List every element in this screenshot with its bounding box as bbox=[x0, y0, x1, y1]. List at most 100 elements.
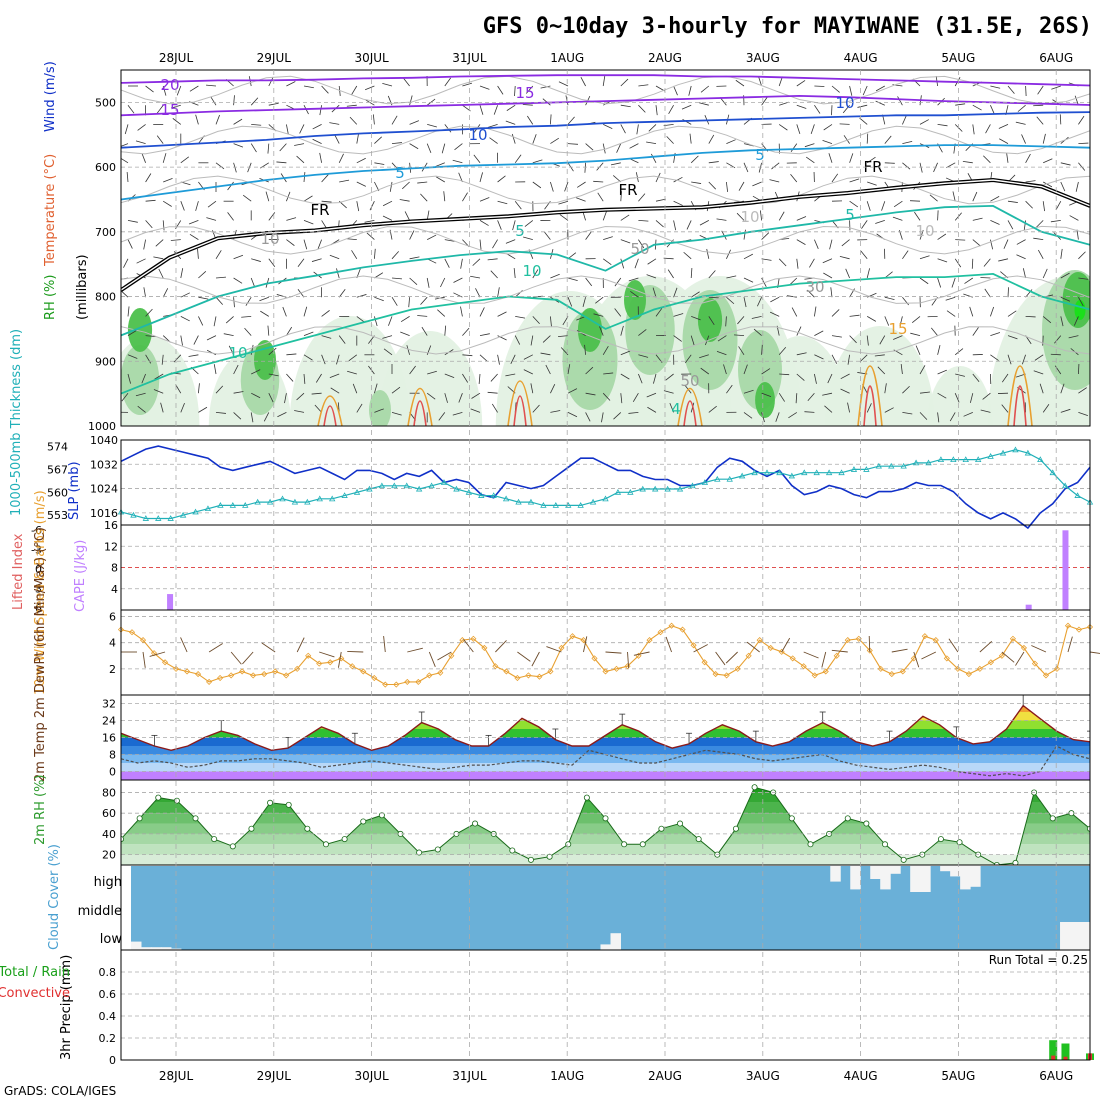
rh-marker bbox=[248, 825, 255, 832]
wind-barb bbox=[980, 277, 991, 279]
wind-barb bbox=[796, 258, 799, 269]
date-label-bottom: 5AUG bbox=[941, 1069, 975, 1083]
li-tick: 6 bbox=[35, 602, 42, 615]
wind-barb bbox=[1001, 373, 1009, 383]
thickness-marker bbox=[627, 488, 634, 495]
thickness-marker bbox=[465, 488, 473, 495]
rh-tick: 60 bbox=[102, 807, 116, 820]
wind-barb bbox=[769, 179, 780, 183]
wind-barb bbox=[338, 288, 346, 298]
wind-barb bbox=[955, 103, 966, 106]
wind-barb bbox=[514, 85, 516, 97]
wind-barb-10m bbox=[665, 636, 672, 653]
wind-barb bbox=[550, 114, 552, 125]
wind-marker bbox=[1020, 644, 1027, 651]
wind-barb bbox=[372, 114, 375, 125]
wind-barb bbox=[156, 104, 164, 114]
wind-barb bbox=[914, 211, 921, 221]
wind-barb-10m bbox=[1001, 651, 1015, 663]
wind-barb bbox=[972, 124, 975, 135]
wind-barb bbox=[620, 104, 631, 108]
wind-barb bbox=[796, 80, 806, 87]
wind-barb bbox=[585, 277, 593, 287]
wind-barb bbox=[490, 270, 498, 279]
date-label-top: 28JUL bbox=[159, 51, 194, 65]
wind-barb bbox=[210, 96, 217, 106]
wind-barb bbox=[215, 250, 222, 260]
wind-barb bbox=[233, 143, 244, 148]
wind-barb bbox=[1078, 363, 1080, 375]
wind-barb-10m bbox=[296, 637, 305, 653]
thickness-marker bbox=[925, 459, 932, 466]
wind-barb bbox=[655, 198, 666, 202]
wind-barb bbox=[391, 386, 401, 394]
wind-barb bbox=[479, 172, 483, 183]
wind-barb bbox=[919, 119, 929, 125]
thickness-marker bbox=[639, 485, 646, 492]
wind-barb bbox=[297, 258, 305, 268]
thickness-line bbox=[120, 449, 1091, 520]
rh-contour bbox=[121, 75, 1090, 105]
thickness-tick: 560 bbox=[47, 486, 68, 499]
wind-barb bbox=[875, 220, 885, 224]
wind-barb bbox=[409, 95, 413, 106]
thickness-marker bbox=[999, 449, 1007, 456]
wind-marker bbox=[844, 637, 851, 644]
rh-tick: 80 bbox=[102, 786, 116, 799]
precip-conv-label: Convective bbox=[0, 986, 70, 1001]
wind-barb bbox=[137, 405, 146, 413]
contour-label: 10 bbox=[740, 208, 759, 226]
wind-barb bbox=[1007, 287, 1009, 298]
wind-barb bbox=[514, 335, 521, 345]
wind-barb bbox=[339, 179, 350, 183]
wind-barb bbox=[743, 389, 754, 394]
wind-barb bbox=[259, 296, 269, 302]
wind-barb bbox=[814, 104, 821, 114]
precip-total-label: Total / Rain bbox=[0, 965, 70, 980]
warm-contour bbox=[507, 380, 533, 426]
wind-barb bbox=[840, 388, 850, 394]
cloud-high-cell bbox=[850, 866, 861, 890]
wind-barb bbox=[497, 287, 500, 298]
thickness-marker bbox=[403, 482, 410, 489]
wind-barb bbox=[673, 220, 677, 231]
wind-marker bbox=[426, 672, 433, 679]
wind-barb bbox=[859, 354, 868, 363]
rh-contour bbox=[121, 225, 1090, 255]
thickness-marker bbox=[987, 453, 994, 459]
wind-marker bbox=[1031, 660, 1039, 667]
wind-barb-10m bbox=[463, 639, 474, 653]
wind-barb bbox=[735, 79, 745, 87]
wind-barb bbox=[599, 326, 604, 336]
wind-barb-10m bbox=[693, 644, 708, 653]
wind-barb bbox=[267, 143, 270, 154]
wind-barb bbox=[382, 215, 393, 221]
wind-barb bbox=[286, 353, 297, 356]
wind-barb bbox=[585, 366, 594, 375]
wind-barb bbox=[567, 277, 578, 281]
wind-barb bbox=[213, 316, 217, 327]
wind-barb bbox=[866, 335, 869, 346]
wind-barb bbox=[809, 258, 815, 268]
wind-barb bbox=[523, 369, 533, 375]
wind-barb-10m bbox=[605, 651, 622, 654]
wind-barb bbox=[866, 201, 871, 211]
wind-marker bbox=[283, 672, 290, 679]
li-tick: 0 bbox=[35, 563, 42, 576]
wind-barb bbox=[614, 277, 622, 287]
wind-barb bbox=[673, 335, 682, 342]
wind-barb bbox=[356, 294, 367, 298]
thickness-marker bbox=[975, 456, 982, 463]
wind-panel: 2 4 6 bbox=[109, 611, 1100, 688]
wind-barb bbox=[638, 220, 649, 222]
wind-barb bbox=[512, 220, 516, 231]
li-tick: 3 bbox=[35, 583, 42, 596]
wind-barb bbox=[493, 105, 498, 115]
wind-marker bbox=[272, 668, 279, 675]
wind-barb bbox=[1060, 296, 1071, 302]
wind-barb bbox=[576, 181, 586, 188]
wind-barb bbox=[505, 239, 516, 244]
wind-barb bbox=[969, 306, 974, 317]
ua-temp-label: Temperature (°C) bbox=[43, 154, 58, 267]
